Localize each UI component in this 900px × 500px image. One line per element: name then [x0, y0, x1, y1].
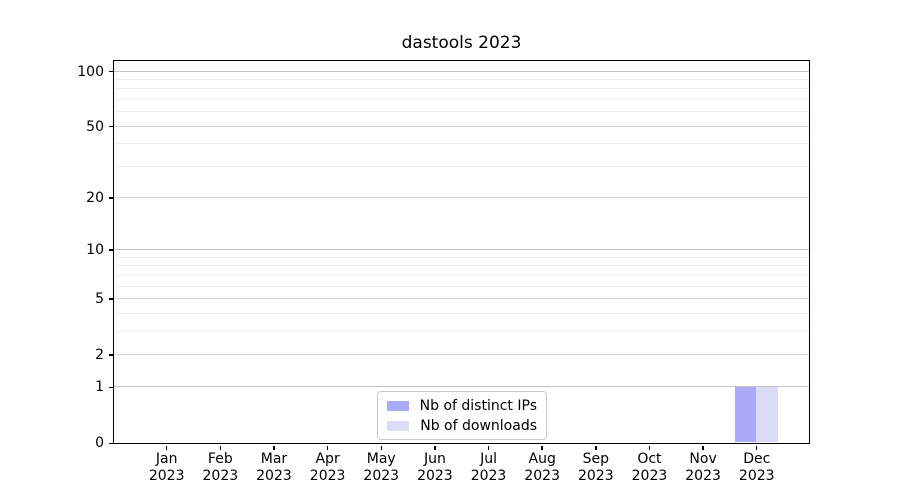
x-tick-label: Apr 2023: [297, 451, 359, 485]
x-tick-year: 2023: [685, 468, 721, 484]
y-tick-label: 2: [95, 346, 104, 363]
minor-gridline: [114, 79, 809, 81]
legend: Nb of distinct IPs Nb of downloads: [377, 391, 547, 440]
minor-gridline: [114, 265, 809, 267]
x-tick-year: 2023: [148, 468, 185, 484]
x-tick-month: Sep: [582, 451, 609, 467]
legend-swatch-distinct-ips: [387, 400, 409, 411]
major-gridline: [114, 386, 809, 388]
x-tick-label: Sep 2023: [565, 451, 627, 485]
y-tick-mark: [108, 70, 113, 73]
legend-swatch-downloads: [387, 420, 410, 431]
x-tick-year: 2023: [202, 468, 239, 484]
minor-gridline: [114, 143, 809, 145]
major-gridline: [114, 298, 809, 299]
legend-label-distinct-ips: Nb of distinct IPs: [419, 397, 537, 414]
x-tick-month: Oct: [637, 451, 662, 467]
y-tick-mark: [108, 249, 113, 251]
x-tick-month: Aug: [528, 451, 556, 467]
y-tick-label: 10: [86, 242, 104, 259]
x-tick-label: Jul 2023: [458, 451, 520, 485]
major-gridline: [114, 249, 809, 251]
chart-title: dastools 2023: [401, 33, 522, 53]
minor-gridline: [114, 330, 809, 332]
y-tick-label: 50: [86, 118, 104, 135]
y-tick-label: 100: [77, 63, 104, 80]
x-tick-year: 2023: [577, 468, 614, 484]
minor-gridline: [114, 312, 809, 314]
minor-gridline: [114, 256, 809, 258]
minor-gridline: [114, 274, 809, 276]
x-tick-month: Jan: [155, 451, 178, 467]
x-tick-label: May 2023: [350, 451, 412, 485]
x-tick-month: Mar: [260, 451, 288, 467]
x-tick-year: 2023: [738, 468, 775, 484]
x-tick-mark: [648, 445, 651, 450]
x-tick-year: 2023: [363, 468, 400, 484]
x-tick-year: 2023: [524, 468, 560, 484]
x-tick-mark: [702, 445, 704, 450]
bar-nb-of-downloads-dec: [756, 386, 778, 442]
plot-area: Nb of distinct IPs Nb of downloads: [113, 60, 810, 444]
x-tick-mark: [219, 445, 222, 450]
x-tick-mark: [541, 445, 543, 450]
major-gridline: [114, 197, 809, 199]
y-tick-label: 0: [95, 435, 104, 452]
x-tick-label: Feb 2023: [189, 451, 251, 485]
x-tick-mark: [273, 445, 275, 450]
x-tick-month: Jul: [480, 451, 497, 467]
x-tick-label: Jan 2023: [136, 451, 198, 485]
x-tick-mark: [380, 445, 382, 450]
major-gridline: [114, 125, 809, 127]
x-tick-mark: [326, 445, 329, 450]
x-tick-mark: [595, 445, 597, 450]
x-tick-label: Nov 2023: [672, 451, 734, 485]
x-tick-year: 2023: [470, 468, 507, 484]
x-tick-label: Mar 2023: [243, 451, 305, 485]
y-tick-mark: [108, 125, 113, 128]
bar-nb-of-distinct-ips-dec: [734, 386, 757, 442]
plot-layer: [114, 61, 809, 443]
x-tick-year: 2023: [309, 468, 346, 484]
x-tick-year: 2023: [631, 468, 668, 484]
x-tick-month: Dec: [743, 451, 771, 467]
major-gridline: [114, 353, 809, 355]
y-tick-label: 5: [95, 291, 104, 307]
x-tick-mark: [487, 445, 490, 450]
y-tick-mark: [108, 442, 113, 445]
x-tick-mark: [755, 445, 758, 450]
x-tick-month: Nov: [689, 451, 717, 467]
y-tick-mark: [108, 386, 113, 389]
legend-item-downloads: Nb of downloads: [387, 417, 537, 434]
minor-gridline: [114, 99, 809, 101]
x-tick-month: May: [366, 451, 396, 467]
y-tick-label: 1: [95, 379, 104, 396]
minor-gridline: [114, 111, 809, 113]
x-tick-label: Dec 2023: [726, 451, 788, 485]
major-gridline: [114, 70, 809, 72]
minor-gridline: [114, 165, 809, 167]
y-tick-mark: [108, 197, 113, 199]
y-tick-label: 20: [86, 190, 104, 207]
x-tick-month: Feb: [207, 451, 233, 467]
x-tick-mark: [165, 445, 168, 450]
legend-label-downloads: Nb of downloads: [420, 417, 537, 434]
x-tick-mark: [434, 445, 436, 450]
x-tick-month: Jun: [423, 451, 446, 467]
y-tick-mark: [108, 298, 113, 300]
x-tick-label: Oct 2023: [618, 451, 680, 485]
x-tick-month: Apr: [315, 451, 340, 467]
y-tick-mark: [108, 354, 113, 356]
x-tick-year: 2023: [256, 468, 292, 484]
minor-gridline: [114, 88, 809, 90]
x-tick-label: Jun 2023: [404, 451, 466, 485]
x-tick-label: Aug 2023: [511, 451, 573, 485]
legend-item-distinct-ips: Nb of distinct IPs: [387, 397, 537, 414]
minor-gridline: [114, 285, 809, 287]
x-tick-year: 2023: [417, 468, 453, 484]
